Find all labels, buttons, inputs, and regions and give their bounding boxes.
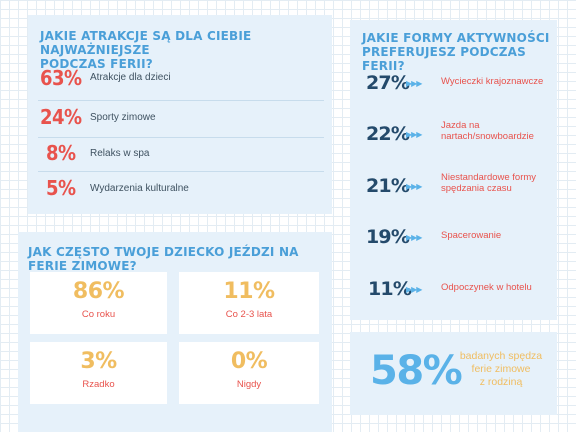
arrow-right-icon: ▶▶▶ [406, 130, 423, 139]
summary-line-2: ferie zimowe [471, 363, 531, 375]
frequency-pct: 86% [72, 279, 125, 304]
arrow-right-icon: ▶▶▶ [406, 79, 423, 88]
frequency-card: 86% Co roku [30, 272, 167, 334]
frequency-pct: 11% [223, 279, 275, 304]
attractions-label: Wydarzenia kulturalne [90, 183, 189, 194]
summary-line-1: badanych spędza [459, 350, 543, 362]
attractions-pct: 24% [40, 105, 82, 129]
activities-title-line-1: JAKIE FORMY AKTYWNOŚCI [362, 31, 550, 45]
frequency-title: JAK CZĘSTO TWOJE DZIECKO JEŹDZI NA FERIE… [28, 245, 299, 273]
activities-title-line-2: PREFERUJESZ PODCZAS FERII? [362, 45, 526, 73]
summary-panel: 58% badanych spędza ferie zimowe z rodzi… [350, 332, 557, 415]
attractions-divider-2 [38, 137, 324, 138]
frequency-card: 11% Co 2-3 lata [179, 272, 319, 334]
frequency-pct: 3% [80, 349, 117, 374]
activities-label-line: Jazda na [441, 120, 480, 131]
activities-pct: 11% [368, 278, 412, 300]
attractions-label: Sporty zimowe [90, 112, 156, 123]
attractions-divider-3 [38, 171, 324, 172]
attractions-pct: 5% [46, 176, 76, 200]
activities-label: Spacerowanie [441, 230, 555, 242]
activities-label: Niestandardowe formy spędzania czasu [441, 172, 555, 194]
activities-pct: 19% [366, 226, 410, 248]
frequency-pct: 0% [230, 349, 268, 374]
attractions-pct: 63% [40, 66, 82, 90]
attractions-title-line-2: PODCZAS FERII? [40, 57, 153, 71]
frequency-card: 0% Nigdy [179, 342, 319, 404]
arrow-right-icon: ▶▶▶ [406, 285, 423, 294]
arrow-right-icon: ▶▶▶ [406, 182, 423, 191]
frequency-card: 3% Rzadko [30, 342, 167, 404]
activities-label: Wycieczki krajoznawcze [441, 76, 555, 88]
activities-label-line: Spacerowanie [441, 230, 502, 241]
activities-label-line: spędzania czasu [441, 182, 512, 194]
activities-label-line: nartach/snowboardzie [441, 130, 534, 142]
summary-line-3: z rodziną [479, 376, 523, 388]
attractions-divider-1 [38, 100, 324, 101]
attractions-label: Atrakcje dla dzieci [90, 72, 171, 83]
activities-label-line: Odpoczynek w hotelu [441, 282, 532, 293]
frequency-label: Nigdy [236, 379, 262, 390]
activities-label: Odpoczynek w hotelu [441, 282, 555, 294]
attractions-title-line-1: JAKIE ATRAKCJE SĄ DLA CIEBIE NAJWAŻNIEJS… [40, 29, 252, 57]
attractions-panel: JAKIE ATRAKCJE SĄ DLA CIEBIE NAJWAŻNIEJS… [28, 15, 332, 214]
frequency-label: Rzadko [82, 379, 115, 390]
attractions-label: Relaks w spa [90, 148, 150, 159]
activities-pct: 27% [366, 72, 410, 94]
summary-pct: 58% [370, 348, 463, 394]
activities-label-line: Wycieczki krajoznawcze [441, 76, 544, 87]
activities-title: JAKIE FORMY AKTYWNOŚCI PREFERUJESZ PODCZ… [362, 31, 557, 73]
frequency-panel: JAK CZĘSTO TWOJE DZIECKO JEŹDZI NA FERIE… [18, 232, 332, 432]
activities-pct: 22% [366, 123, 410, 145]
activities-pct: 21% [366, 175, 410, 197]
frequency-label: Co 2-3 lata [225, 309, 273, 320]
attractions-title: JAKIE ATRAKCJE SĄ DLA CIEBIE NAJWAŻNIEJS… [40, 29, 330, 71]
activities-label: Jazda na nartach/snowboardzie [441, 120, 555, 142]
activities-panel: JAKIE FORMY AKTYWNOŚCI PREFERUJESZ PODCZ… [350, 20, 557, 320]
frequency-label: Co roku [81, 309, 116, 320]
attractions-pct: 8% [46, 141, 76, 165]
arrow-right-icon: ▶▶▶ [406, 233, 423, 242]
summary-text: badanych spędza ferie zimowe z rodziną [448, 350, 554, 389]
activities-label-line: Niestandardowe formy [441, 172, 537, 183]
